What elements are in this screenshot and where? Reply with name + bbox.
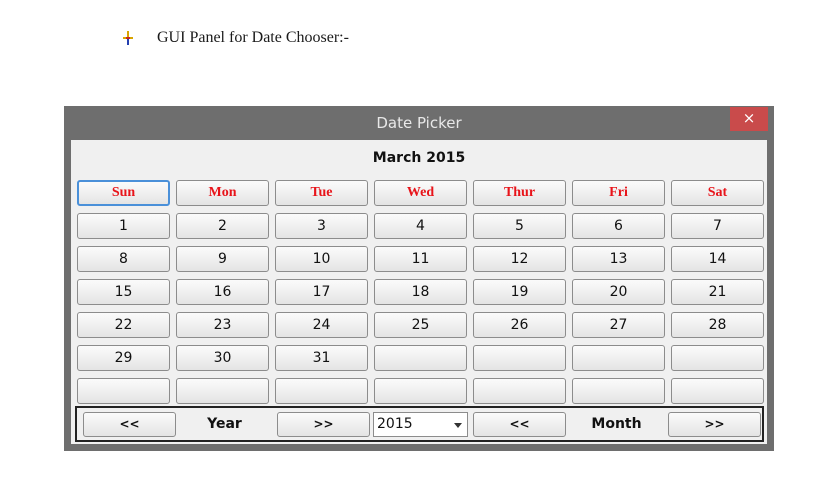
calendar-panel: March 2015 Sun Mon Tue Wed Thur Fri Sat … [71, 140, 767, 444]
day-button[interactable]: 18 [374, 279, 467, 305]
day-button[interactable]: 1 [77, 213, 170, 239]
day-button[interactable]: 30 [176, 345, 269, 371]
month-label: Month [591, 416, 642, 432]
weekday-fri-button[interactable]: Fri [572, 180, 665, 206]
day-button[interactable]: 14 [671, 246, 764, 272]
weekday-thur-button[interactable]: Thur [473, 180, 566, 206]
day-button[interactable]: 23 [176, 312, 269, 338]
day-button[interactable]: 5 [473, 213, 566, 239]
day-button[interactable]: 20 [572, 279, 665, 305]
close-icon: × [742, 109, 756, 127]
day-button[interactable] [572, 345, 665, 371]
day-button[interactable]: 21 [671, 279, 764, 305]
day-button[interactable]: 17 [275, 279, 368, 305]
day-button[interactable]: 11 [374, 246, 467, 272]
day-button[interactable]: 3 [275, 213, 368, 239]
day-button[interactable] [374, 345, 467, 371]
close-button[interactable]: × [730, 107, 768, 131]
chevron-down-icon[interactable] [454, 423, 462, 428]
day-button[interactable]: 28 [671, 312, 764, 338]
title-bar[interactable]: Date Picker × [64, 106, 774, 140]
day-button[interactable]: 19 [473, 279, 566, 305]
year-select[interactable]: 2015 [373, 412, 468, 437]
weekday-sun-button[interactable]: Sun [77, 180, 170, 206]
doc-heading-text: GUI Panel for Date Chooser:- [157, 29, 349, 46]
day-button[interactable]: 24 [275, 312, 368, 338]
day-button[interactable]: 27 [572, 312, 665, 338]
day-button[interactable]: 2 [176, 213, 269, 239]
month-year-label: March 2015 [372, 150, 466, 166]
weekday-sat-button[interactable]: Sat [671, 180, 764, 206]
year-label: Year [207, 416, 242, 432]
day-button[interactable] [176, 378, 269, 404]
weekday-tue-button[interactable]: Tue [275, 180, 368, 206]
day-button[interactable]: 26 [473, 312, 566, 338]
day-button[interactable]: 16 [176, 279, 269, 305]
year-select-value: 2015 [377, 416, 413, 432]
day-button[interactable]: 4 [374, 213, 467, 239]
date-picker-window: Date Picker × March 2015 Sun Mon Tue Wed… [64, 106, 774, 451]
day-button[interactable] [77, 378, 170, 404]
day-button[interactable]: 12 [473, 246, 566, 272]
day-button[interactable] [275, 378, 368, 404]
day-button[interactable]: 9 [176, 246, 269, 272]
day-button[interactable]: 15 [77, 279, 170, 305]
day-button[interactable]: 22 [77, 312, 170, 338]
navigation-bar: << Year >> 2015 << Month >> [75, 406, 764, 442]
next-month-button[interactable]: >> [668, 412, 761, 437]
day-button[interactable]: 8 [77, 246, 170, 272]
day-button[interactable]: 10 [275, 246, 368, 272]
prev-month-button[interactable]: << [473, 412, 566, 437]
day-button[interactable] [473, 345, 566, 371]
day-button[interactable]: 7 [671, 213, 764, 239]
prev-year-button[interactable]: << [83, 412, 176, 437]
weekday-mon-button[interactable]: Mon [176, 180, 269, 206]
day-button[interactable]: 25 [374, 312, 467, 338]
doc-heading: GUI Panel for Date Chooser:- [120, 28, 349, 48]
day-button[interactable] [572, 378, 665, 404]
day-button[interactable] [473, 378, 566, 404]
next-year-button[interactable]: >> [277, 412, 370, 437]
window-title: Date Picker [376, 114, 462, 132]
day-button[interactable] [671, 345, 764, 371]
day-button[interactable]: 6 [572, 213, 665, 239]
pushpin-icon [123, 31, 133, 45]
day-button[interactable]: 29 [77, 345, 170, 371]
weekday-wed-button[interactable]: Wed [374, 180, 467, 206]
day-button[interactable]: 13 [572, 246, 665, 272]
day-button[interactable] [374, 378, 467, 404]
day-button[interactable]: 31 [275, 345, 368, 371]
day-button[interactable] [671, 378, 764, 404]
